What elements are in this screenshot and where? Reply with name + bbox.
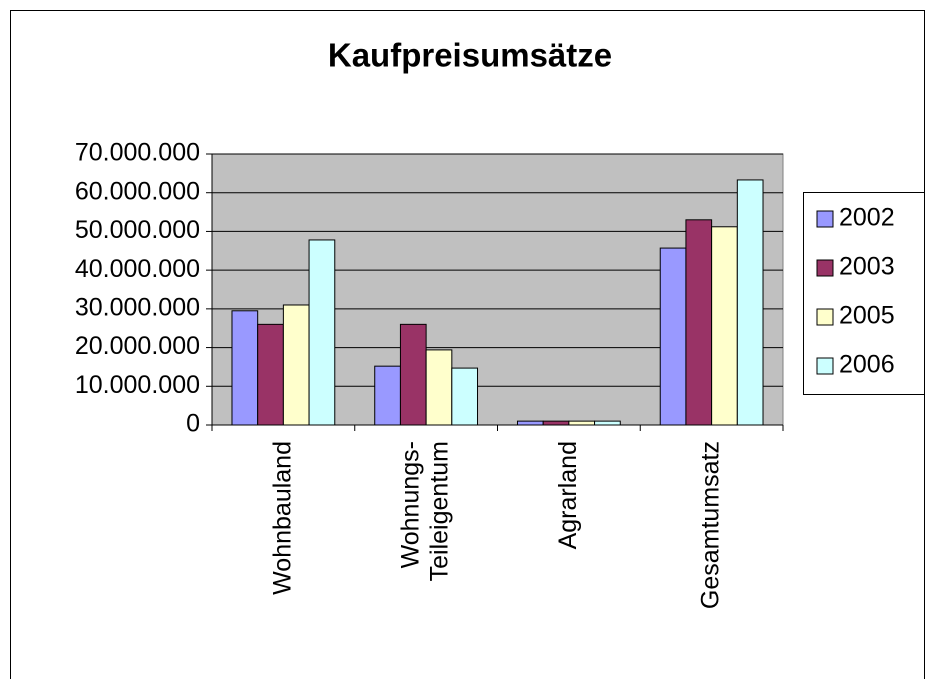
y-tick-label: 60.000.000 [75,177,200,205]
x-tick-label: Agrarland [553,441,581,549]
x-tick-label: Wohnungs-Teileigentum [396,441,453,581]
bar [516,420,544,426]
x-tick-label: Gesamtumsatz [696,441,724,609]
y-tick-label: 70.000.000 [75,139,200,167]
bar [568,420,596,426]
bar [711,226,738,426]
bar [736,179,764,426]
bar [425,349,453,426]
y-tick-label: 40.000.000 [75,255,200,283]
legend-label: 2006 [839,351,895,379]
bar [399,323,427,426]
bar [451,367,479,426]
legend-swatch [816,259,834,277]
legend-swatch [816,308,834,326]
y-tick-label: 50.000.000 [75,216,200,244]
bar [257,323,284,426]
y-tick-label: 10.000.000 [75,371,200,399]
legend-label: 2003 [839,253,895,281]
bar [594,420,621,426]
legend-swatch [816,357,834,375]
y-tick-label: 30.000.000 [75,293,200,321]
bar [542,420,570,426]
legend-swatch [816,210,834,228]
y-tick-label: 20.000.000 [75,332,200,360]
bar [282,304,310,426]
legend-label: 2002 [839,204,895,232]
chart-title: Kaufpreisumsätze [328,37,612,74]
bar [308,239,336,426]
legend-label: 2005 [839,302,895,330]
bar [231,310,259,426]
y-tick-label: 0 [186,410,200,438]
x-tick-label: Wohnbauland [268,441,296,595]
bar [374,365,401,426]
bar [685,219,713,426]
bar [659,247,687,426]
